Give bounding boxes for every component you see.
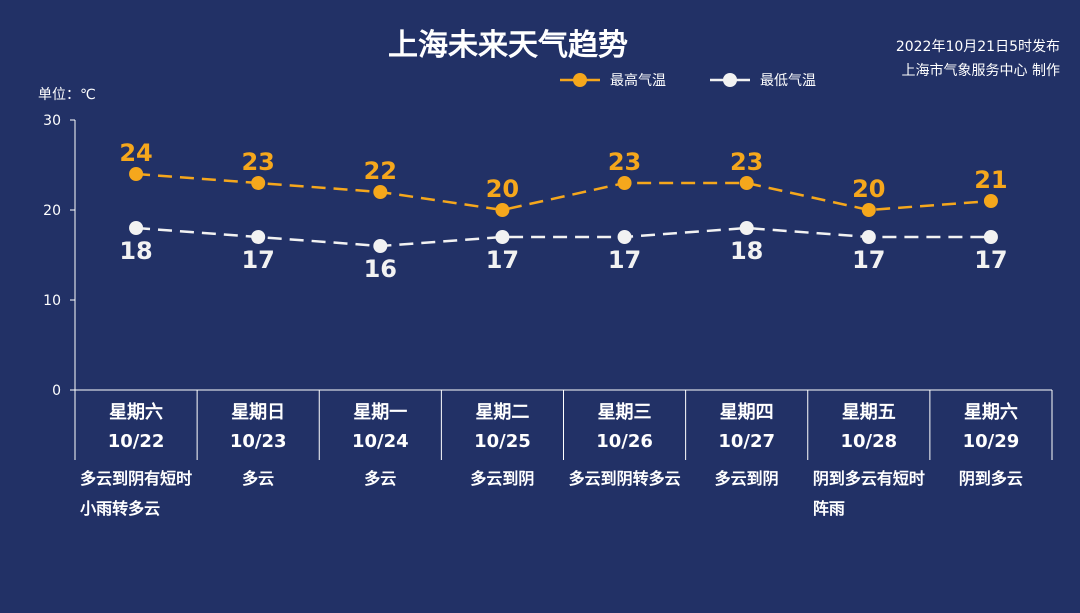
data-label-low: 17 [241, 246, 274, 274]
y-tick-label: 20 [43, 203, 61, 219]
weekday-label: 星期四 [719, 402, 774, 423]
data-point-low [373, 239, 388, 253]
date-label: 10/27 [718, 431, 776, 452]
data-label-low: 16 [364, 255, 397, 283]
data-point-high [983, 194, 998, 208]
data-point-low [251, 230, 266, 244]
y-tick-label: 10 [43, 293, 61, 309]
data-point-high [129, 167, 144, 181]
weekday-label: 星期六 [109, 402, 164, 423]
data-label-low: 17 [852, 246, 885, 274]
day-label: 星期三 10/26 [564, 398, 686, 456]
data-label-low: 18 [119, 237, 152, 265]
weather-description: 阴到多云 [958, 469, 1023, 488]
data-point-high [373, 185, 388, 199]
data-label-high: 23 [730, 148, 763, 176]
legend-item-high[interactable]: 最高气温 [560, 70, 666, 90]
date-label: 10/22 [107, 431, 165, 452]
weather-description: 多云到阴 [470, 469, 535, 488]
legend-low-marker-icon [710, 73, 750, 87]
legend-high-label: 最高气温 [610, 73, 666, 89]
legend-high-marker-icon [560, 73, 600, 87]
day-label: 星期日 10/23 [197, 398, 319, 456]
data-point-high [617, 176, 632, 190]
data-label-low: 18 [730, 237, 763, 265]
date-label: 10/25 [474, 431, 531, 452]
y-tick-label: 0 [52, 383, 61, 399]
data-point-low [983, 230, 998, 244]
day-label: 星期二 10/25 [441, 398, 563, 456]
data-label-low: 17 [608, 246, 641, 274]
y-axis-unit-label: 单位：℃ [38, 87, 96, 103]
data-label-low: 17 [486, 246, 519, 274]
data-point-high [495, 203, 510, 217]
chart-title: 上海未来天气趋势 [388, 28, 628, 63]
data-point-high [861, 203, 876, 217]
weather-description: 多云到阴转多云 [568, 469, 681, 488]
data-point-low [861, 230, 876, 244]
day-label: 星期六 10/22 [75, 398, 197, 456]
weekday-label: 星期三 [597, 402, 652, 423]
weekday-label: 星期五 [841, 402, 896, 423]
day-label: 星期六 10/29 [930, 398, 1052, 456]
publish-source: 上海市气象服务中心 制作 [901, 63, 1060, 79]
publish-info: 2022年10月21日5时发布 上海市气象服务中心 制作 [896, 35, 1060, 83]
date-label: 10/28 [840, 431, 898, 452]
data-point-low [617, 230, 632, 244]
day-label: 星期一 10/24 [319, 398, 441, 456]
date-label: 10/23 [229, 431, 287, 452]
data-point-low [739, 221, 754, 235]
day-label: 星期四 10/27 [686, 398, 808, 456]
data-label-high: 22 [364, 157, 397, 185]
weather-description: 阴到多云有短时阵雨 [812, 469, 925, 518]
series-line-high [135, 172, 992, 212]
weekday-label: 星期一 [353, 402, 408, 423]
legend-item-low[interactable]: 最低气温 [710, 70, 816, 90]
weekday-label: 星期日 [231, 402, 286, 423]
weather-description: 多云 [364, 469, 397, 488]
weather-description: 多云到阴 [714, 469, 779, 488]
data-point-high [251, 176, 266, 190]
day-label: 星期五 10/28 [808, 398, 930, 456]
series-line-low [135, 226, 991, 248]
date-label: 10/24 [351, 431, 409, 452]
date-label: 10/29 [962, 431, 1020, 452]
weekday-label: 星期六 [963, 402, 1018, 423]
legend-low-label: 最低气温 [760, 73, 816, 89]
publish-time: 2022年10月21日5时发布 [895, 39, 1060, 55]
date-label: 10/26 [596, 431, 653, 452]
weather-description: 多云 [242, 469, 275, 488]
weekday-label: 星期二 [475, 402, 530, 423]
y-tick-label: 30 [43, 113, 61, 129]
data-label-high: 20 [852, 175, 885, 203]
data-label-high: 23 [608, 148, 641, 176]
data-point-low [129, 221, 144, 235]
data-point-low [495, 230, 510, 244]
data-label-high: 23 [241, 148, 274, 176]
data-label-high: 24 [119, 139, 152, 167]
weather-description: 多云到阴有短时小雨转多云 [80, 469, 193, 518]
data-label-low: 17 [974, 246, 1007, 274]
data-label-high: 20 [486, 175, 519, 203]
data-label-high: 21 [974, 166, 1007, 194]
data-point-high [739, 176, 754, 190]
